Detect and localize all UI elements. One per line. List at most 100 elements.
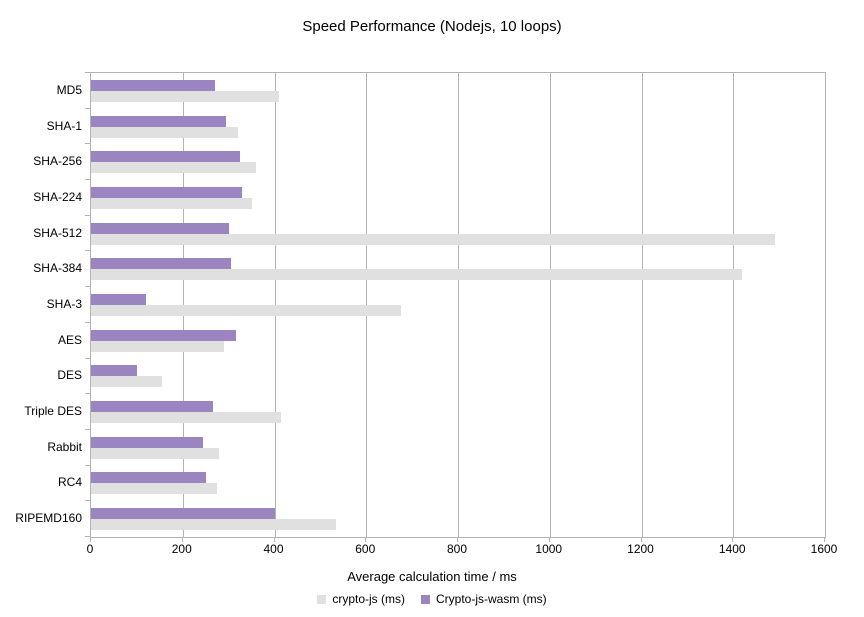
category-label: SHA-384 [33,261,82,276]
x-axis-tick [732,537,734,542]
bar-crypto-js-wasm-ms- [91,258,231,270]
y-axis-tick [85,286,90,288]
legend-swatch-icon [421,594,430,604]
bar-group-sha-224 [91,180,825,216]
bar-crypto-js-wasm-ms- [91,151,241,163]
bar-crypto-js-ms- [91,269,743,281]
y-axis-tick [85,500,90,502]
bar-crypto-js-wasm-ms- [91,365,137,377]
bar-crypto-js-wasm-ms- [91,186,243,198]
y-axis-tick [85,393,90,395]
chart-title: Speed Performance (Nodejs, 10 loops) [302,18,562,35]
y-axis-tick [85,536,90,537]
bar-crypto-js-wasm-ms- [91,79,215,91]
bar-group-sha-256 [91,144,825,180]
bar-crypto-js-ms- [91,162,257,174]
legend-label: crypto-js (ms) [332,592,405,606]
x-axis-title: Average calculation time / ms [347,569,517,584]
x-axis-tick [457,537,458,542]
legend-swatch-icon [317,594,327,604]
category-label: Triple DES [24,404,82,419]
bar-crypto-js-ms- [91,483,218,495]
bar-crypto-js-ms- [91,412,282,424]
category-label: Rabbit [47,439,82,454]
x-axis-tick [365,537,367,542]
y-axis-tick [85,321,90,323]
x-axis-tick-label: 200 [171,542,192,556]
bar-crypto-js-ms- [91,197,252,209]
x-axis-tick-label: 1600 [810,542,838,556]
bar-group-des [91,359,825,395]
y-axis-tick [85,143,90,145]
bar-group-sha-3 [91,287,825,323]
bar-group-md5 [91,73,825,109]
bar-crypto-js-wasm-ms- [91,472,206,484]
y-axis-tick [85,214,90,216]
x-axis-tick [90,537,91,542]
bar-crypto-js-ms- [91,233,775,245]
legend: crypto-js (ms) Crypto-js-wasm (ms) [0,592,864,606]
x-axis-tick [273,537,275,542]
category-label: RIPEMD160 [15,511,82,526]
y-axis-category-labels: MD5 SHA-1 SHA-256 SHA-224 SHA-512 SHA-384 SHA-… [0,72,82,536]
bar-group-sha-384 [91,251,825,287]
x-axis-tick [824,537,825,542]
legend-item-crypto-js-wasm-ms-: Crypto-js-wasm (ms) [421,592,547,606]
plot-area [90,72,826,538]
bar-group-rc4 [91,466,825,502]
legend-item-crypto-js-ms-: crypto-js (ms) [317,592,405,606]
category-label: SHA-512 [33,225,82,240]
bar-group-aes [91,323,825,359]
bar-group-rabbit [91,430,825,466]
bar-crypto-js-ms- [91,519,337,531]
legend-label: Crypto-js-wasm (ms) [436,592,547,606]
x-axis-tick-label: 400 [263,542,284,556]
bar-crypto-js-ms- [91,376,163,388]
x-axis-tick-label: 800 [446,542,468,556]
gridline-x-1000 [549,73,551,537]
bar-crypto-js-wasm-ms- [91,329,236,341]
x-axis-tick-label: 1200 [627,542,654,556]
y-axis-tick [85,72,90,73]
category-label: SHA-1 [46,118,82,133]
category-label: SHA-224 [33,189,82,204]
x-axis-tick-label: 1400 [718,542,746,556]
bar-group-ripemd160 [91,501,825,537]
bar-group-triple-des [91,394,825,430]
category-label: SHA-3 [46,296,82,311]
bar-crypto-js-ms- [91,304,401,316]
category-label: MD5 [56,82,82,97]
bar-crypto-js-wasm-ms- [91,401,213,413]
bar-crypto-js-wasm-ms- [91,508,275,520]
x-axis-tick-label: 1000 [535,542,563,556]
y-axis-tick [85,464,90,466]
x-axis-tick [181,537,183,542]
bar-rows [91,73,825,537]
x-axis-tick [640,537,642,542]
bar-group-sha-512 [91,216,825,252]
category-label: DES [57,368,82,383]
bar-group-sha-1 [91,109,825,145]
bar-crypto-js-wasm-ms- [91,222,229,234]
bar-crypto-js-wasm-ms- [91,436,204,448]
bar-crypto-js-wasm-ms- [91,115,227,127]
gridline-x-1200 [641,73,643,537]
bar-crypto-js-ms- [91,126,238,138]
bar-crypto-js-wasm-ms- [91,293,147,305]
category-label: AES [57,332,82,347]
gridline-x-800 [458,73,459,537]
y-axis-tick [85,357,90,359]
category-label: SHA-256 [33,154,82,169]
x-axis-tick [548,537,550,542]
y-axis-tick [85,250,90,252]
bar-crypto-js-ms- [91,90,280,102]
x-axis-tick-label: 600 [355,542,376,556]
y-axis-tick [85,428,90,430]
gridline-x-1400 [733,73,735,537]
category-label: RC4 [57,475,82,490]
x-axis-tick-label: 0 [86,542,94,556]
bar-crypto-js-ms- [91,340,225,352]
bar-crypto-js-ms- [91,447,220,459]
y-axis-tick [85,179,90,181]
